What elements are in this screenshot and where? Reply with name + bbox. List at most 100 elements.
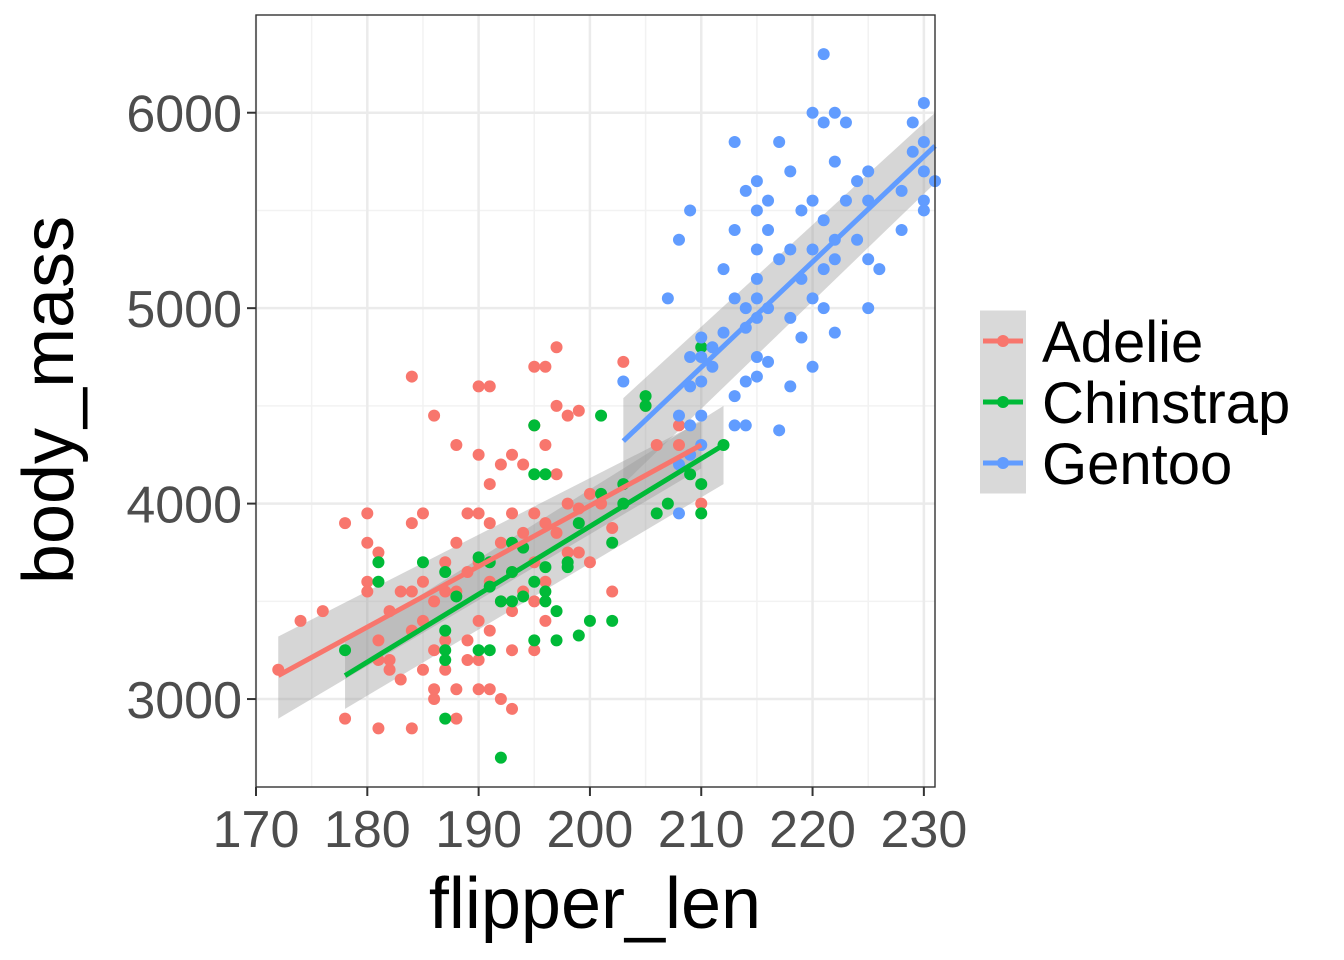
point-adelie xyxy=(494,458,507,471)
point-adelie xyxy=(372,722,385,735)
point-adelie xyxy=(561,409,574,422)
point-gentoo xyxy=(917,136,930,149)
point-chinstrap xyxy=(439,566,452,579)
x-tick-label: 200 xyxy=(547,801,634,859)
point-adelie xyxy=(472,380,485,393)
point-gentoo xyxy=(695,375,708,388)
point-adelie xyxy=(606,585,619,598)
point-gentoo xyxy=(672,409,685,422)
fit-line-adelie xyxy=(277,442,703,678)
point-adelie xyxy=(506,448,519,461)
point-adelie xyxy=(339,517,352,530)
point-adelie xyxy=(461,634,474,647)
point-gentoo xyxy=(739,184,752,197)
fit-line-chinstrap xyxy=(343,442,725,678)
point-adelie xyxy=(506,644,519,657)
point-adelie xyxy=(572,546,585,559)
point-adelie xyxy=(539,360,552,373)
point-adelie xyxy=(472,653,485,666)
point-adelie xyxy=(428,644,441,657)
point-chinstrap xyxy=(550,634,563,647)
point-adelie xyxy=(394,585,407,598)
point-gentoo xyxy=(795,204,808,217)
point-adelie xyxy=(372,634,385,647)
point-chinstrap xyxy=(539,561,552,574)
point-adelie xyxy=(539,438,552,451)
point-adelie xyxy=(372,546,385,559)
point-chinstrap xyxy=(528,468,541,481)
point-adelie xyxy=(383,663,396,676)
point-adelie xyxy=(450,712,463,725)
point-chinstrap xyxy=(695,507,708,520)
point-adelie xyxy=(416,575,429,588)
point-gentoo xyxy=(695,351,708,364)
point-adelie xyxy=(472,507,485,520)
point-adelie xyxy=(461,653,474,666)
point-gentoo xyxy=(784,165,797,178)
point-gentoo xyxy=(817,263,830,276)
point-gentoo xyxy=(895,223,908,236)
point-gentoo xyxy=(806,194,819,207)
point-adelie xyxy=(517,526,530,539)
point-chinstrap xyxy=(606,536,619,549)
point-adelie xyxy=(416,507,429,520)
point-adelie xyxy=(428,409,441,422)
point-gentoo xyxy=(728,223,741,236)
point-gentoo xyxy=(706,360,719,373)
point-chinstrap xyxy=(472,644,485,657)
point-adelie xyxy=(394,673,407,686)
point-adelie xyxy=(494,536,507,549)
point-chinstrap xyxy=(439,644,452,657)
point-adelie xyxy=(572,404,585,417)
point-chinstrap xyxy=(695,478,708,491)
point-gentoo xyxy=(917,165,930,178)
point-adelie xyxy=(461,507,474,520)
point-gentoo xyxy=(906,145,919,158)
point-gentoo xyxy=(717,326,730,339)
point-gentoo xyxy=(750,292,763,305)
point-adelie xyxy=(361,536,374,549)
point-adelie xyxy=(294,614,307,627)
point-adelie xyxy=(517,458,530,471)
point-gentoo xyxy=(672,233,685,246)
point-gentoo xyxy=(684,351,697,364)
point-gentoo xyxy=(762,223,775,236)
point-gentoo xyxy=(851,175,864,188)
point-chinstrap xyxy=(550,605,563,618)
point-gentoo xyxy=(750,370,763,383)
x-tick-label: 180 xyxy=(324,801,411,859)
point-chinstrap xyxy=(595,409,608,422)
legend-label-adelie: Adelie xyxy=(1042,310,1203,375)
point-adelie xyxy=(383,653,396,666)
point-adelie xyxy=(483,380,496,393)
point-adelie xyxy=(405,585,418,598)
point-adelie xyxy=(339,712,352,725)
point-chinstrap xyxy=(684,468,697,481)
point-gentoo xyxy=(784,243,797,256)
x-tick-label: 210 xyxy=(658,801,745,859)
point-gentoo xyxy=(728,419,741,432)
point-adelie xyxy=(405,517,418,530)
x-tick-label: 230 xyxy=(880,801,967,859)
y-axis: 3000 4000 5000 6000 xyxy=(126,86,256,730)
point-chinstrap xyxy=(572,629,585,642)
legend-label-gentoo: Gentoo xyxy=(1042,432,1232,497)
point-chinstrap xyxy=(439,712,452,725)
point-adelie xyxy=(361,575,374,588)
point-gentoo xyxy=(728,292,741,305)
point-gentoo xyxy=(739,375,752,388)
point-gentoo xyxy=(873,263,886,276)
point-chinstrap xyxy=(339,644,352,657)
point-gentoo xyxy=(661,292,674,305)
y-axis-title: body_mass xyxy=(9,216,89,584)
point-adelie xyxy=(416,663,429,676)
point-chinstrap xyxy=(583,614,596,627)
point-gentoo xyxy=(684,419,697,432)
point-gentoo xyxy=(817,214,830,227)
point-gentoo xyxy=(739,302,752,315)
point-gentoo xyxy=(695,409,708,422)
point-gentoo xyxy=(762,194,775,207)
point-chinstrap xyxy=(639,399,652,412)
